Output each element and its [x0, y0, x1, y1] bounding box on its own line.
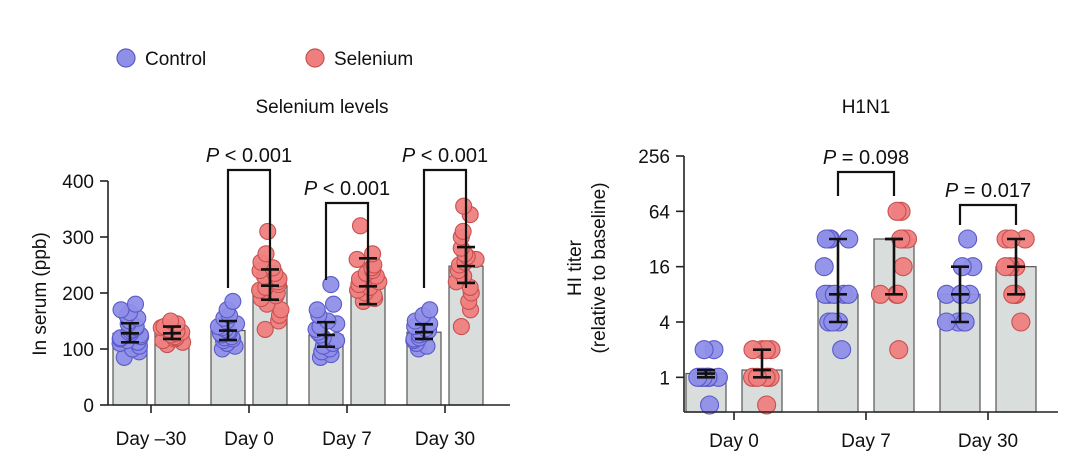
error-bar-control — [697, 368, 715, 379]
bars-layer — [685, 238, 1037, 413]
x-ticks: Day 0 Day 7 Day 30 — [709, 412, 1018, 452]
significance-bracket — [226, 168, 272, 288]
panel-h1n1: H1N1 HI titer (relative to baseline) P =… — [565, 97, 1058, 452]
y-tick-label: 300 — [62, 228, 94, 249]
data-point-control — [958, 229, 978, 249]
x-tick-label: Day 7 — [322, 429, 372, 450]
points-layer — [111, 197, 485, 366]
error-bar-control — [829, 237, 847, 324]
data-point-selenium — [889, 340, 909, 360]
errorbars-layer — [697, 237, 1025, 379]
data-point-selenium — [757, 395, 777, 415]
error-bar-control — [317, 320, 335, 349]
data-point-control — [832, 340, 852, 360]
p-value-label: P < 0.001 — [206, 145, 292, 167]
data-point-control — [322, 276, 340, 294]
significance-bracket — [422, 168, 468, 288]
data-point-selenium — [259, 222, 277, 240]
legend-selenium-label: Selenium — [334, 49, 413, 70]
data-point-control — [224, 292, 242, 310]
error-bar-selenium — [753, 348, 771, 379]
p-value-label: P = 0.098 — [823, 147, 909, 169]
data-point-selenium — [452, 318, 470, 336]
significance-layer: P < 0.001 P < 0.001 P < 0.001 — [206, 145, 488, 288]
x-tick-label: Day 0 — [709, 431, 759, 452]
significance-bracket — [958, 203, 1018, 225]
data-point-selenium — [351, 217, 370, 235]
p-value-label: P = 0.017 — [945, 180, 1031, 202]
error-bar-control — [415, 323, 433, 341]
y-tick-label: 100 — [62, 340, 94, 361]
data-point-control — [112, 301, 130, 319]
y-tick-label: 4 — [659, 313, 670, 334]
error-bar-control — [951, 265, 969, 324]
p-value-label: P < 0.001 — [304, 178, 390, 200]
panel-title: Selenium levels — [255, 97, 388, 118]
data-point-control — [126, 295, 145, 313]
data-point-selenium — [893, 257, 913, 277]
y-tick-label: 256 — [638, 147, 670, 168]
significance-bracket — [324, 201, 370, 280]
y-axis-label: HI titer — [565, 239, 586, 296]
y-tick-label: 1 — [659, 368, 670, 389]
points-layer — [688, 201, 1035, 415]
data-point-selenium — [887, 201, 907, 221]
data-point-control — [324, 295, 343, 313]
legend-control-marker — [116, 48, 136, 68]
y-tick-label: 200 — [62, 284, 94, 305]
x-tick-label: Day 0 — [224, 429, 274, 450]
error-bar-selenium — [885, 237, 903, 296]
legend-selenium-marker — [305, 48, 325, 68]
data-point-control — [814, 257, 834, 277]
panel-selenium-levels: Selenium levels In serum (ppb) P < 0.001… — [30, 97, 510, 450]
p-value-label: P < 0.001 — [402, 145, 488, 167]
y-axis-label-line2: (relative to baseline) — [589, 182, 610, 353]
x-tick-label: Day 30 — [958, 431, 1018, 452]
data-point-selenium — [455, 197, 473, 215]
y-tick-label: 0 — [83, 396, 94, 417]
x-tick-label: Day 7 — [841, 431, 891, 452]
axes — [683, 156, 1058, 413]
error-bar-selenium — [1007, 237, 1025, 296]
data-point-selenium — [256, 320, 274, 338]
y-axis-label: In serum (ppb) — [30, 232, 51, 356]
data-point-selenium — [454, 222, 472, 240]
y-ticks: 0 100 200 300 400 — [62, 172, 108, 417]
error-bar-control — [219, 319, 237, 342]
data-point-selenium — [1011, 312, 1031, 332]
y-ticks: 1 4 16 64 256 — [638, 147, 684, 389]
data-point-control — [694, 340, 714, 360]
y-tick-label: 400 — [62, 172, 94, 193]
data-point-selenium — [257, 245, 275, 263]
data-point-control — [308, 301, 326, 319]
x-tick-label: Day 30 — [415, 429, 475, 450]
data-point-selenium — [162, 312, 180, 330]
y-tick-label: 16 — [649, 258, 670, 279]
error-bar-control — [121, 321, 139, 344]
legend-control-label: Control — [145, 49, 206, 70]
significance-layer: P = 0.098 P = 0.017 — [823, 147, 1031, 225]
y-tick-label: 64 — [649, 202, 671, 223]
panel-title: H1N1 — [842, 97, 891, 118]
x-ticks: Day –30 Day 0 Day 7 Day 30 — [116, 405, 475, 450]
error-bar-selenium — [163, 325, 181, 341]
significance-bracket — [836, 170, 896, 196]
legend: Control Selenium — [116, 48, 413, 70]
data-point-control — [699, 395, 720, 415]
x-tick-label: Day –30 — [116, 429, 187, 450]
data-point-control — [421, 301, 439, 319]
